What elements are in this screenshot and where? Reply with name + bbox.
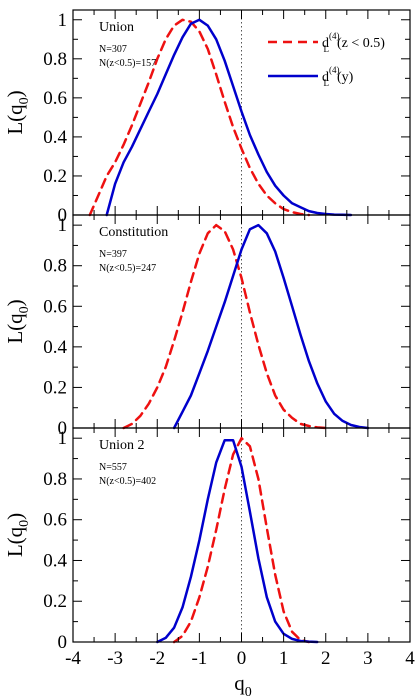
y-axis-title-close: ) [3,90,27,97]
y-tick-label: 1 [58,10,68,31]
legend-0-main: d [322,36,329,51]
y-tick-label: 0.2 [43,377,67,398]
panel-3-note: N(z<0.5)=402 [99,476,156,487]
panel-3-note: N=557 [99,462,127,473]
panel-2-note: N=397 [99,249,127,260]
y-tick-label: 0.6 [43,296,67,317]
series-z_cut-line [122,223,328,430]
x-axis-title: q0 [234,671,252,697]
axes-layer: 00.20.40.60.81L(q0)UnionN=307N(z<0.5)=15… [3,9,415,669]
legend-label-1: d(4) L (y) [322,65,354,88]
panel-1-note: N(z<0.5)=157 [99,58,156,69]
legend-label-0: d(4) L (z < 0.5) [322,31,385,54]
y-axis-title-close: ) [3,299,27,306]
y-tick-label: 0.6 [43,88,67,109]
y-tick-label: 0.4 [43,550,67,571]
x-tick-label: 3 [363,648,373,669]
y-axis-title: L(q0) [3,299,32,343]
y-tick-label: 0.8 [43,256,67,277]
legend: d(4) L (z < 0.5) d(4) L (y) [268,31,385,88]
panel-1 [88,10,353,217]
y-axis-title-main: L(q [3,526,27,557]
y-tick-label: 0.2 [43,166,67,187]
x-tick-label: 2 [321,648,331,669]
x-tick-label: -2 [149,648,165,669]
x-tick-label: -3 [107,648,123,669]
x-tick-label: 1 [279,648,289,669]
y-axis-title-close: ) [3,513,27,520]
y-tick-label: 0.4 [43,337,67,358]
y-axis-title-main: L(q [3,104,27,135]
panels-layer [88,10,370,644]
series-z_cut-line [88,18,311,217]
panel-1-note: N=307 [99,44,127,55]
y-tick-label: 0.6 [43,510,67,531]
series-y-line [105,18,353,217]
y-axis-title-sub: 0 [17,520,32,527]
panel-2-name: Constitution [99,225,168,240]
panel-2 [122,215,370,430]
y-tick-label: 0 [58,418,68,439]
panel-3 [156,428,319,644]
series-y-line [156,438,319,644]
legend-1-main: d [322,70,329,85]
legend-0-sub: L [324,44,330,54]
legend-1-sub: L [324,78,330,88]
panel-3-name: Union 2 [99,438,145,453]
y-tick-label: 0 [58,205,68,226]
panel-1-name: Union [99,20,134,35]
y-tick-label: 0.8 [43,469,67,490]
panel-2-note: N(z<0.5)=247 [99,263,156,274]
x-tick-label: 4 [405,648,415,669]
x-axis-title-main: q [234,671,245,695]
y-axis-title-main: L(q [3,313,27,344]
y-tick-label: 1 [58,428,68,449]
y-tick-label: 1 [58,215,68,236]
y-tick-label: 0.4 [43,127,67,148]
y-tick-label: 0 [58,632,68,653]
x-axis-title-sub: 0 [245,685,252,697]
y-axis-title: L(q0) [3,513,32,557]
x-tick-label: -1 [191,648,207,669]
legend-0-tail: (z < 0.5) [337,36,385,51]
y-axis-title: L(q0) [3,90,32,134]
legend-1-sup: (4) [329,65,340,75]
series-y-line [172,223,370,430]
x-tick-label: 0 [237,648,247,669]
y-axis-title-sub: 0 [17,97,32,104]
legend-0-sup: (4) [329,31,340,41]
y-tick-label: 0.8 [43,49,67,70]
y-tick-label: 0.2 [43,591,67,612]
x-tick-label: -4 [65,648,81,669]
legend-1-tail: (y) [337,70,354,85]
y-axis-title-sub: 0 [17,306,32,313]
series-z_cut-line [172,436,311,644]
